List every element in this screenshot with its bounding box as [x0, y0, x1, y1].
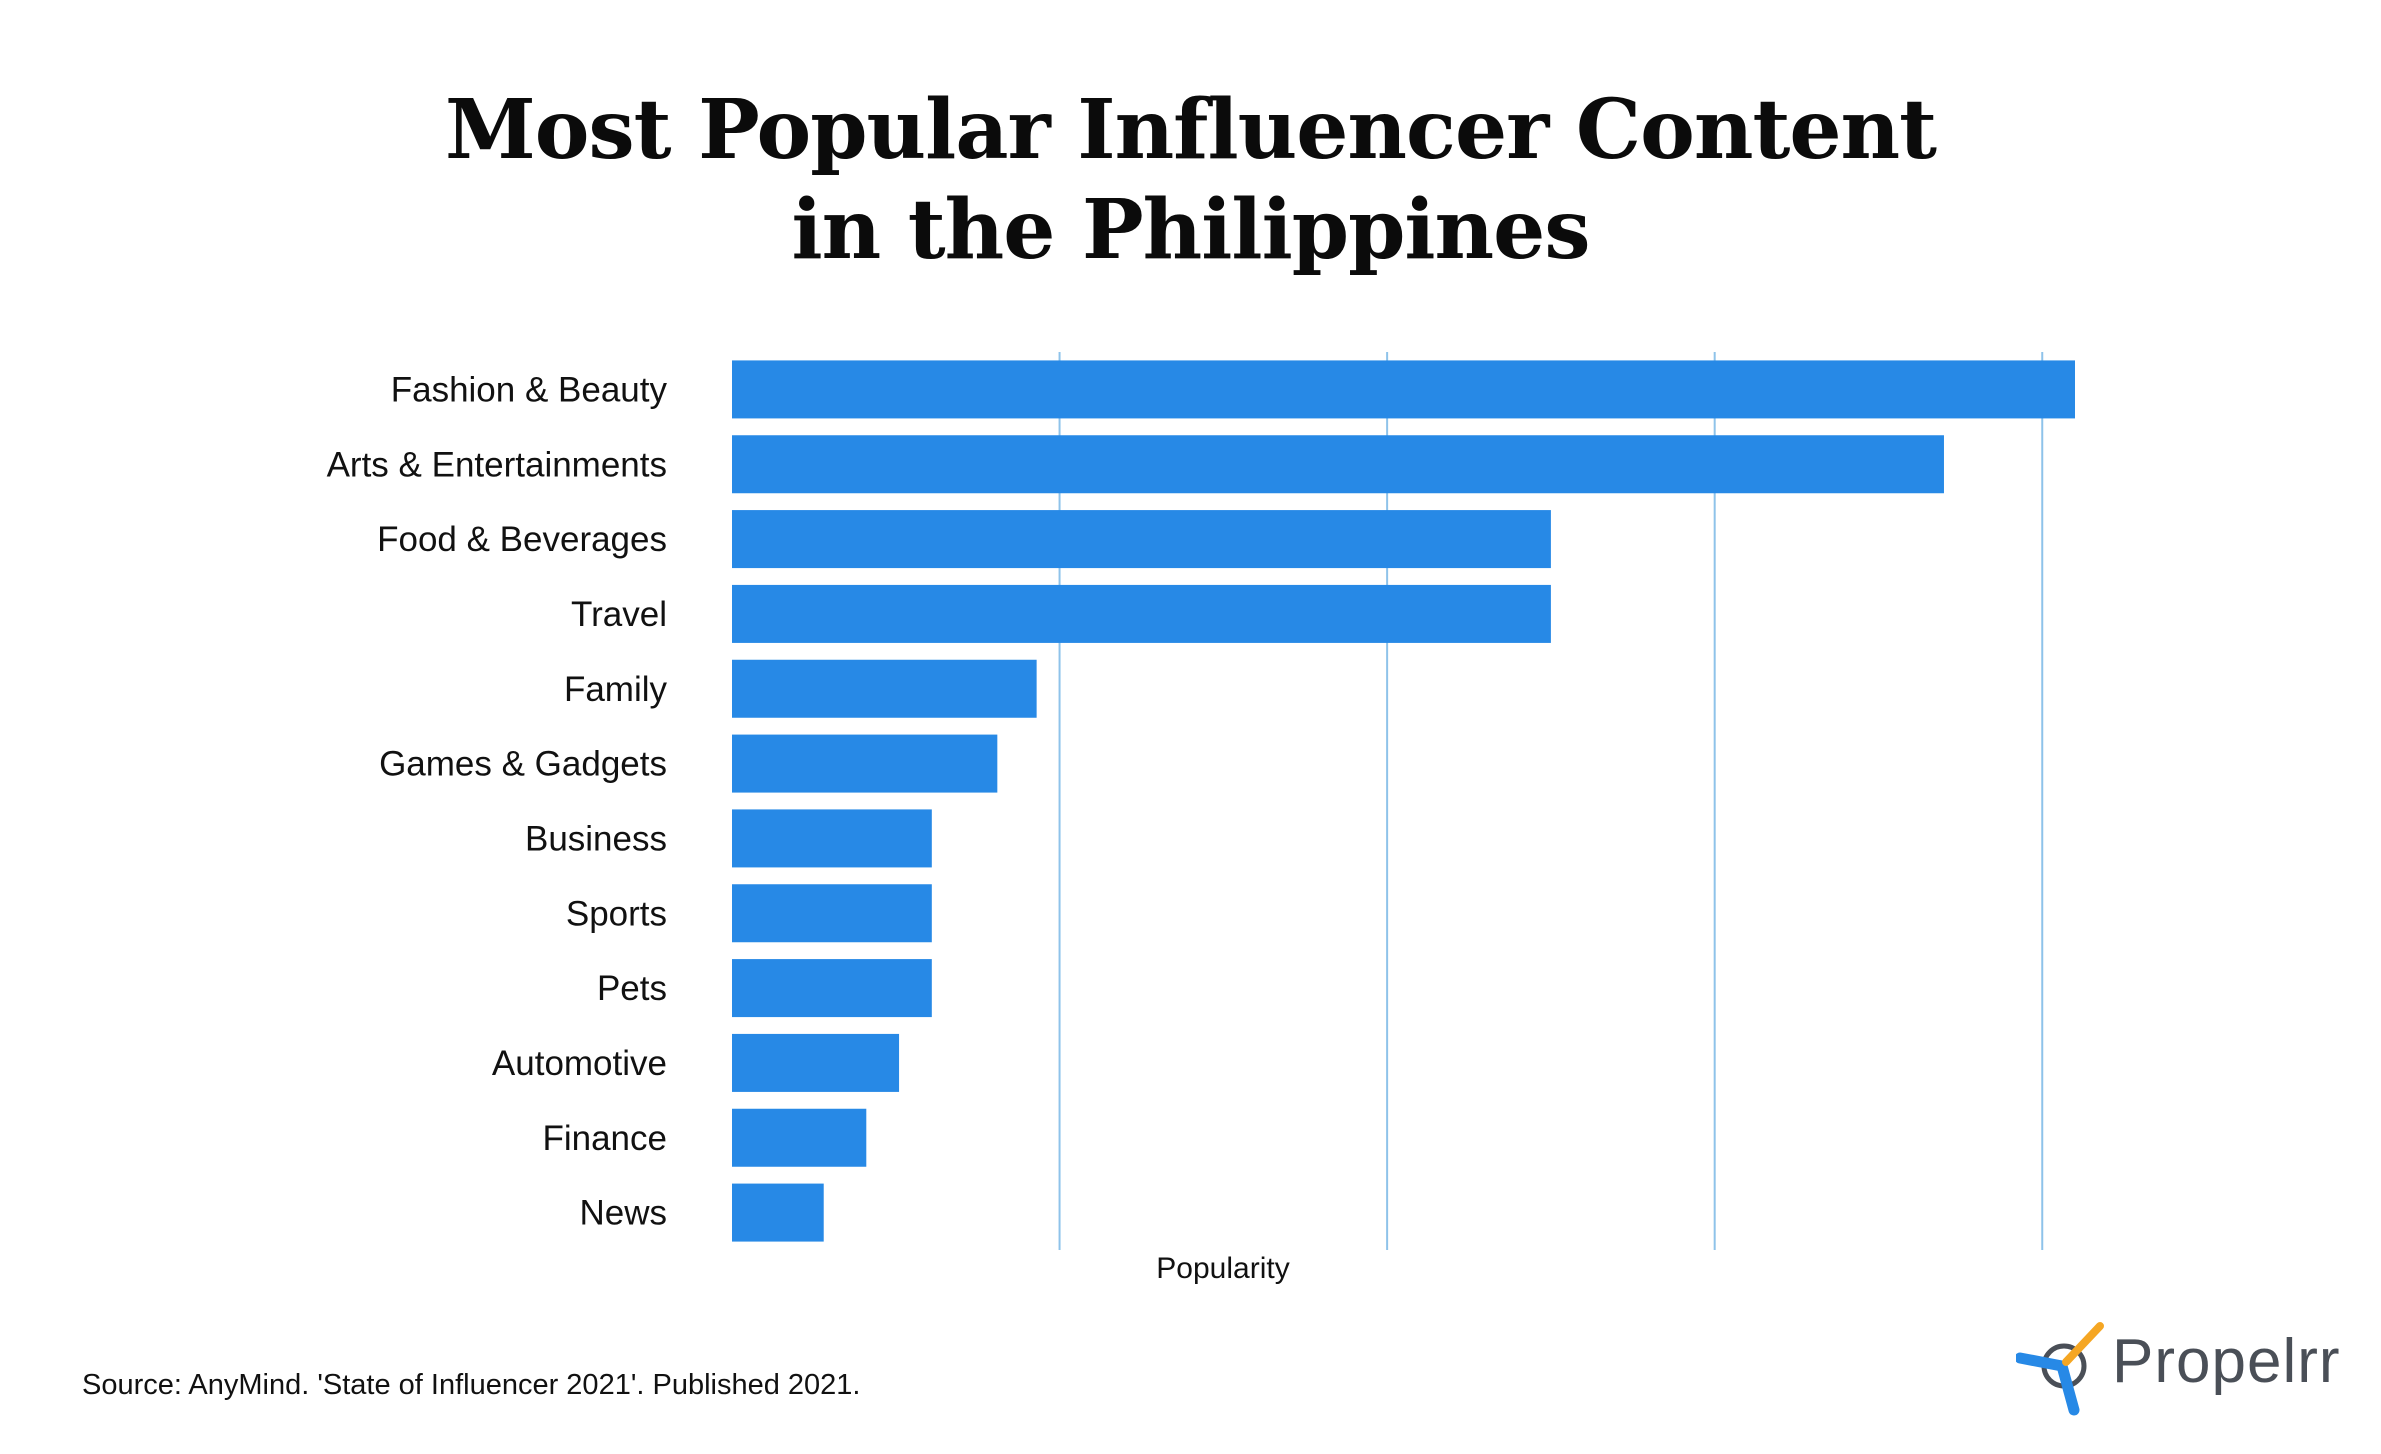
category-label: Automotive [492, 1044, 667, 1083]
bar-games-gadgets [732, 734, 998, 793]
category-label: Food & Beverages [377, 520, 667, 559]
bar-travel [732, 584, 1551, 643]
category-label: News [579, 1194, 667, 1233]
category-label: Pets [597, 969, 667, 1008]
bars [732, 360, 2075, 1242]
category-label: Finance [542, 1119, 667, 1158]
title-line-2: in the Philippines [791, 182, 1590, 278]
category-label: Arts & Entertainments [327, 445, 667, 484]
propelrr-logo: Propelrr [2016, 1318, 2340, 1418]
bar-fashion-beauty [732, 360, 2075, 419]
category-labels: Fashion & Beauty Arts & Entertainments Foo… [327, 370, 668, 1232]
bar-automotive [732, 1033, 900, 1092]
category-label: Games & Gadgets [379, 745, 667, 784]
category-label: Family [564, 670, 668, 709]
bar-family [732, 659, 1037, 718]
logo-text: Propelrr [2112, 1327, 2341, 1396]
category-label: Sports [566, 894, 667, 933]
bar-sports [732, 884, 932, 943]
source-note: Source: AnyMind. 'State of Influencer 20… [82, 1369, 861, 1401]
title-line-1: Most Popular Influencer Content [445, 82, 1937, 178]
x-axis-label: Popularity [1156, 1252, 1289, 1285]
bar-news [732, 1183, 824, 1242]
bar-finance [732, 1108, 867, 1167]
bar-arts-entertainments [732, 435, 1944, 494]
bar-food-beverages [732, 510, 1551, 569]
category-label: Business [525, 819, 667, 858]
bar-business [732, 809, 932, 868]
category-label: Travel [571, 595, 667, 634]
propeller-icon [2016, 1322, 2104, 1416]
chart-title: Most Popular Influencer Content in the P… [0, 80, 2381, 280]
bar-pets [732, 959, 932, 1018]
gridlines [1058, 352, 2044, 1250]
category-label: Fashion & Beauty [391, 370, 668, 409]
